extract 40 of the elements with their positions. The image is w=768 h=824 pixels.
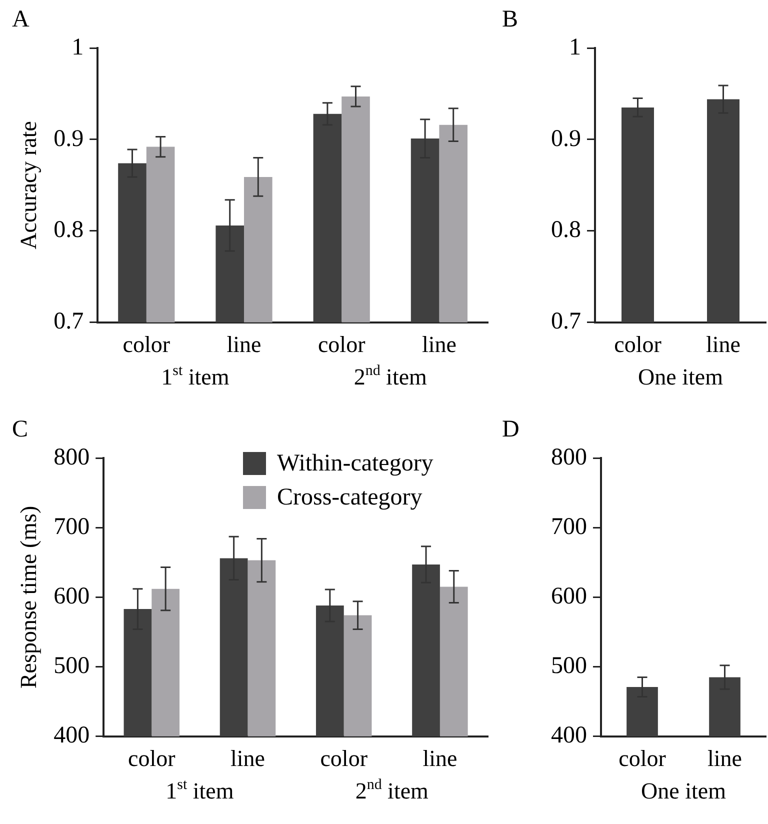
- y-tick-label: 0.8: [551, 217, 581, 244]
- x-tick-label: line: [708, 746, 742, 772]
- y-tick-label: 700: [54, 514, 90, 540]
- x-tick-label: line: [226, 332, 262, 358]
- y-tick-label: 500: [54, 653, 90, 680]
- chart-title: A: [12, 6, 30, 32]
- x-tick-label: line: [422, 332, 456, 358]
- x-tick-label: line: [230, 746, 265, 772]
- legend-label: Within-category: [277, 450, 434, 476]
- x-tick-label: color: [614, 332, 662, 358]
- x-tick-label: line: [422, 746, 458, 772]
- y-tick-label: 400: [54, 722, 90, 749]
- y-tick-label: 400: [551, 722, 587, 749]
- y-axis-title: Accuracy rate: [16, 121, 41, 250]
- y-tick-label: 800: [551, 444, 587, 470]
- x-tick-label: line: [706, 332, 740, 358]
- x-tick-label: color: [320, 746, 368, 772]
- chart-title: D: [502, 416, 520, 442]
- y-tick-label: 1: [72, 34, 84, 60]
- y-tick-label: 0.7: [551, 308, 581, 335]
- x-tick-label: color: [618, 746, 666, 772]
- x-tick-label: color: [122, 332, 170, 358]
- chart-title: C: [12, 416, 28, 442]
- x-axis-title: One item: [638, 364, 724, 390]
- y-axis-title: Response time (ms): [16, 506, 41, 689]
- y-tick-label: 0.9: [551, 126, 581, 152]
- x-tick-label: color: [318, 332, 366, 358]
- y-tick-label: 0.7: [54, 308, 84, 335]
- y-tick-label: 500: [551, 653, 587, 680]
- y-tick-label: 0.8: [54, 217, 84, 244]
- y-tick-label: 1: [569, 34, 581, 60]
- y-tick-label: 600: [551, 583, 587, 610]
- x-tick-label: color: [128, 746, 176, 772]
- y-tick-label: 600: [54, 583, 90, 610]
- x-axis-title: One item: [641, 778, 726, 804]
- y-tick-label: 800: [54, 444, 90, 470]
- legend-label: Cross-category: [277, 484, 422, 510]
- y-tick-label: 700: [551, 514, 587, 540]
- chart-title: B: [502, 6, 518, 32]
- y-tick-label: 0.9: [54, 126, 84, 152]
